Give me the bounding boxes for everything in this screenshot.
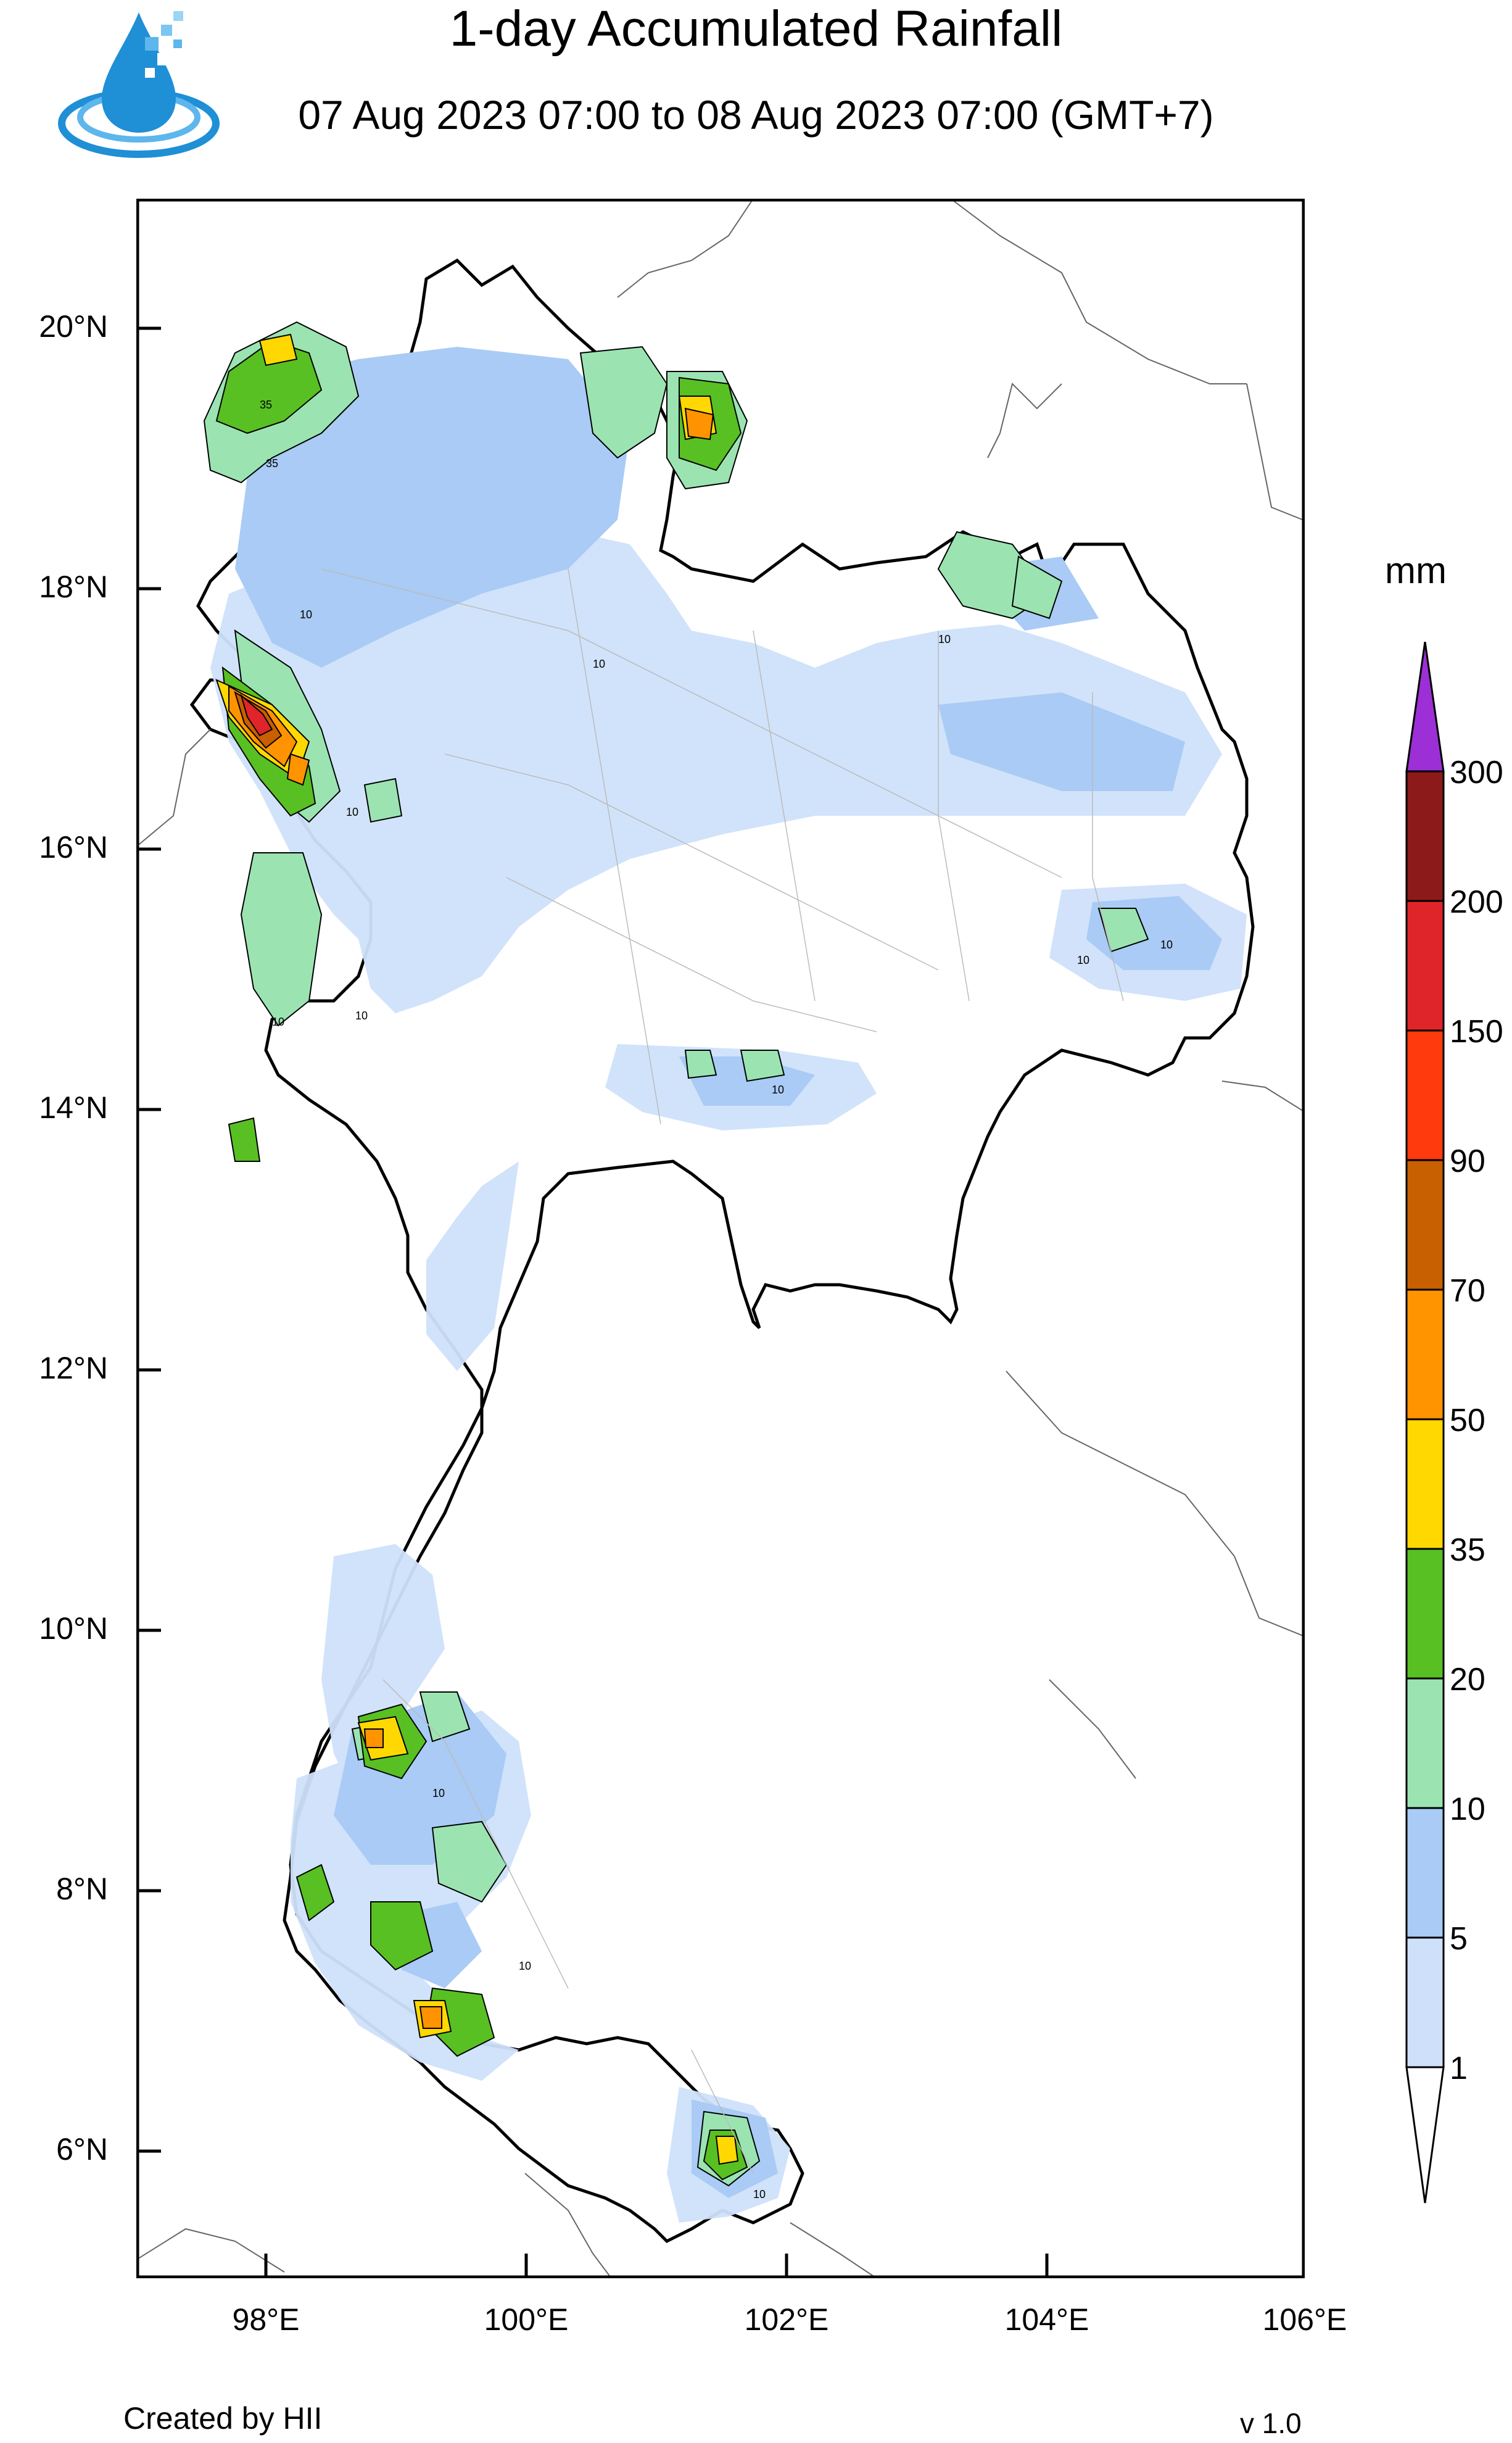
contour-label: 10 — [300, 608, 312, 621]
contour-label: 10 — [272, 1016, 284, 1028]
map-subtitle: 07 Aug 2023 07:00 to 08 Aug 2023 07:00 (… — [298, 92, 1214, 138]
legend-label: 70 — [1450, 1273, 1485, 1309]
legend-swatch — [1405, 1029, 1445, 1161]
rain-50-plus — [228, 407, 714, 2029]
lon-label: 98°E — [232, 2302, 300, 2337]
contour-label: 10 — [1077, 954, 1089, 966]
lat-label: 20°N — [39, 309, 108, 344]
lat-label: 8°N — [56, 1872, 108, 1906]
version-text: v 1.0 — [1240, 2407, 1302, 2439]
contour-label: 10 — [1160, 939, 1173, 951]
legend-label: 10 — [1450, 1791, 1485, 1827]
contour-label: 10 — [346, 806, 358, 818]
contour-label: 10 — [938, 633, 951, 645]
legend-swatch — [1405, 1159, 1445, 1291]
contour-label: 10 — [593, 658, 605, 670]
legend-unit: mm — [1385, 550, 1447, 591]
contour-label: 10 — [432, 1787, 445, 1799]
legend-swatch — [1405, 2066, 1445, 2204]
legend-label: 35 — [1450, 1532, 1485, 1568]
contour-label: 10 — [355, 1010, 368, 1022]
contour-label: 35 — [266, 457, 278, 470]
legend-label: 90 — [1450, 1143, 1485, 1179]
map-canvas: 35 35 10 10 10 10 10 10 10 10 10 10 10 1… — [136, 199, 1305, 2278]
lat-ticks — [136, 326, 161, 2153]
credit-text: Created by HII — [123, 2401, 323, 2436]
contour-label: 10 — [753, 2188, 766, 2200]
contour-label: 35 — [260, 399, 272, 411]
lat-label: 12°N — [39, 1351, 108, 1385]
legend-label: 1 — [1450, 2051, 1468, 2086]
contour-labels: 35 35 10 10 10 10 10 10 10 10 10 10 10 1… — [260, 399, 1173, 2200]
legend-swatch — [1405, 900, 1445, 1032]
lat-label: 16°N — [39, 830, 108, 865]
lon-ticks — [264, 2254, 1305, 2278]
legend-label: 150 — [1450, 1014, 1503, 1050]
legend-swatch — [1405, 642, 1445, 773]
legend-label: 20 — [1450, 1662, 1485, 1698]
lon-label: 100°E — [484, 2302, 569, 2337]
lon-label: 106°E — [1262, 2302, 1347, 2337]
color-legend — [1405, 642, 1445, 2204]
lat-label: 10°N — [39, 1611, 108, 1646]
hii-logo — [58, 11, 220, 158]
map-border — [136, 199, 1305, 2278]
lon-label: 102°E — [744, 2302, 829, 2337]
lat-label: 18°N — [39, 570, 108, 604]
legend-swatch — [1405, 1548, 1445, 1680]
legend-swatch — [1405, 770, 1445, 902]
map-title: 1-day Accumulated Rainfall — [449, 1, 1063, 57]
country-borders — [136, 199, 1305, 2278]
lat-label: 6°N — [56, 2132, 108, 2167]
legend-swatch — [1405, 1418, 1445, 1550]
lat-label: 14°N — [39, 1090, 108, 1125]
legend-label: 200 — [1450, 884, 1503, 920]
legend-swatch — [1405, 1677, 1445, 1809]
legend-label: 300 — [1450, 755, 1503, 790]
contour-label: 10 — [519, 1960, 531, 1972]
legend-label: 50 — [1450, 1403, 1485, 1438]
contour-label: 10 — [772, 1084, 784, 1096]
legend-swatch — [1405, 1936, 1445, 2068]
province-borders — [321, 568, 1124, 2174]
rainfall-map: 35 35 10 10 10 10 10 10 10 10 10 10 10 1… — [136, 199, 1305, 2278]
legend-swatch — [1405, 1288, 1445, 1421]
lon-label: 104°E — [1004, 2302, 1089, 2337]
legend-label: 5 — [1450, 1921, 1468, 1957]
legend-swatch — [1405, 1807, 1445, 1939]
